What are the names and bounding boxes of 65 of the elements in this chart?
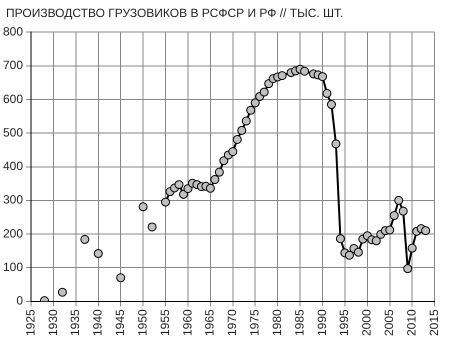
point [372, 236, 381, 246]
x-tick-label: 1960 [180, 308, 194, 336]
point [206, 184, 215, 193]
x-tick-label: 1995 [337, 308, 352, 336]
x-tick-label: 2010 [404, 308, 418, 336]
point [408, 244, 417, 253]
point [403, 264, 412, 274]
y-tick-label: 300 [2, 192, 24, 207]
x-tick-label: 1985 [292, 308, 306, 336]
x-tick-label: 2000 [360, 308, 374, 336]
x-tick-label: 1965 [202, 308, 217, 336]
point [178, 190, 188, 199]
point [394, 196, 404, 205]
y-tick-label: 400 [2, 159, 24, 174]
point [214, 168, 224, 177]
y-tick-label: 800 [2, 24, 24, 39]
x-tick-label: 1935 [68, 308, 82, 336]
point [174, 180, 184, 190]
point [326, 100, 336, 110]
y-tick-label: 100 [2, 260, 24, 274]
point [242, 116, 251, 126]
x-tick-label: 1980 [270, 308, 284, 336]
point [80, 234, 90, 244]
point [398, 206, 408, 216]
point [354, 248, 363, 257]
x-tick-label: 1940 [90, 308, 105, 336]
point [116, 273, 126, 282]
y-tick-label: 600 [2, 92, 24, 106]
point [336, 234, 345, 244]
point [300, 66, 310, 76]
chart-title: ПРОИЗВОДСТВО ГРУЗОВИКОВ В РСФСР И РФ // ТЫС. ШТ. [6, 6, 344, 20]
y-tick-label: 0 [16, 294, 24, 308]
x-tick-label: 1955 [158, 308, 172, 336]
point [331, 139, 340, 148]
point [232, 135, 242, 144]
point [390, 211, 399, 220]
x-tick-label: 1975 [248, 308, 262, 336]
point [260, 88, 269, 97]
x-tick-label: 1970 [225, 308, 240, 336]
point [237, 126, 246, 135]
point [421, 226, 430, 236]
point [161, 198, 170, 207]
point [322, 88, 332, 98]
x-tick-label: 1925 [23, 308, 38, 336]
point [318, 72, 327, 82]
point [58, 288, 67, 297]
point [148, 222, 157, 232]
point [228, 147, 238, 156]
point [210, 175, 220, 184]
point [278, 71, 287, 80]
point [385, 225, 394, 234]
point [250, 98, 260, 108]
point [344, 250, 354, 260]
x-tick-label: 1930 [46, 308, 60, 336]
point [94, 249, 103, 258]
y-tick-label: 200 [2, 226, 24, 240]
x-tick-label: 1990 [314, 308, 329, 336]
x-tick-label: 1945 [113, 308, 128, 336]
point [138, 202, 148, 212]
y-tick-label: 700 [2, 58, 24, 72]
x-tick-label: 1950 [135, 308, 150, 336]
x-tick-label: 2005 [382, 308, 396, 336]
y-tick-label: 500 [2, 125, 24, 140]
point [246, 106, 256, 115]
x-tick-label: 2015 [426, 308, 441, 336]
